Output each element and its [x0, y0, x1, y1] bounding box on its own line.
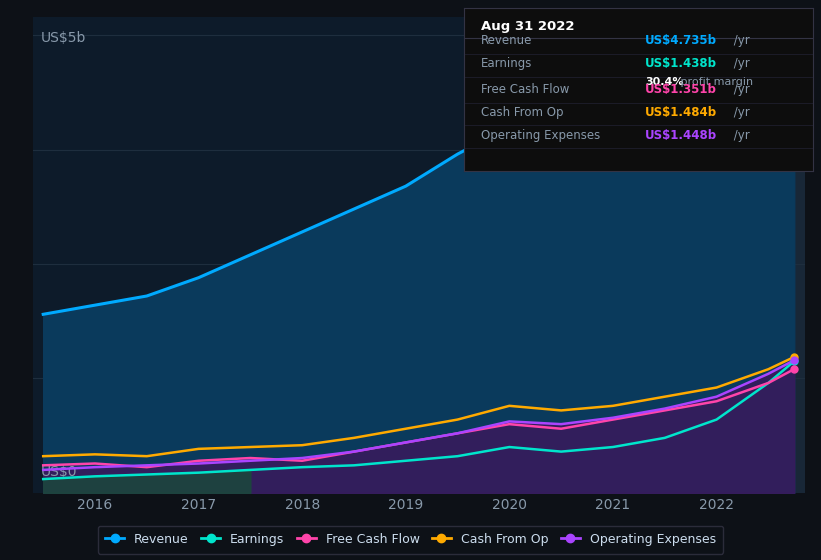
Text: profit margin: profit margin — [677, 77, 753, 87]
Text: /yr: /yr — [730, 57, 750, 70]
Text: /yr: /yr — [730, 34, 750, 48]
Bar — [690, 17, 805, 493]
Text: Free Cash Flow: Free Cash Flow — [481, 83, 570, 96]
Text: US$1.438b: US$1.438b — [645, 57, 718, 70]
Text: US$4.735b: US$4.735b — [645, 34, 718, 48]
Text: Earnings: Earnings — [481, 57, 533, 70]
Text: US$1.484b: US$1.484b — [645, 106, 718, 119]
Text: /yr: /yr — [730, 83, 750, 96]
Text: 30.4%: 30.4% — [645, 77, 684, 87]
Text: US$1.448b: US$1.448b — [645, 129, 718, 142]
Text: /yr: /yr — [730, 129, 750, 142]
Text: US$5b: US$5b — [40, 31, 86, 45]
Text: Aug 31 2022: Aug 31 2022 — [481, 20, 575, 33]
Text: Revenue: Revenue — [481, 34, 533, 48]
Text: US$0: US$0 — [40, 465, 77, 478]
Text: /yr: /yr — [730, 106, 750, 119]
Legend: Revenue, Earnings, Free Cash Flow, Cash From Op, Operating Expenses: Revenue, Earnings, Free Cash Flow, Cash … — [98, 526, 723, 554]
Text: Operating Expenses: Operating Expenses — [481, 129, 600, 142]
Text: Cash From Op: Cash From Op — [481, 106, 564, 119]
Text: US$1.351b: US$1.351b — [645, 83, 718, 96]
